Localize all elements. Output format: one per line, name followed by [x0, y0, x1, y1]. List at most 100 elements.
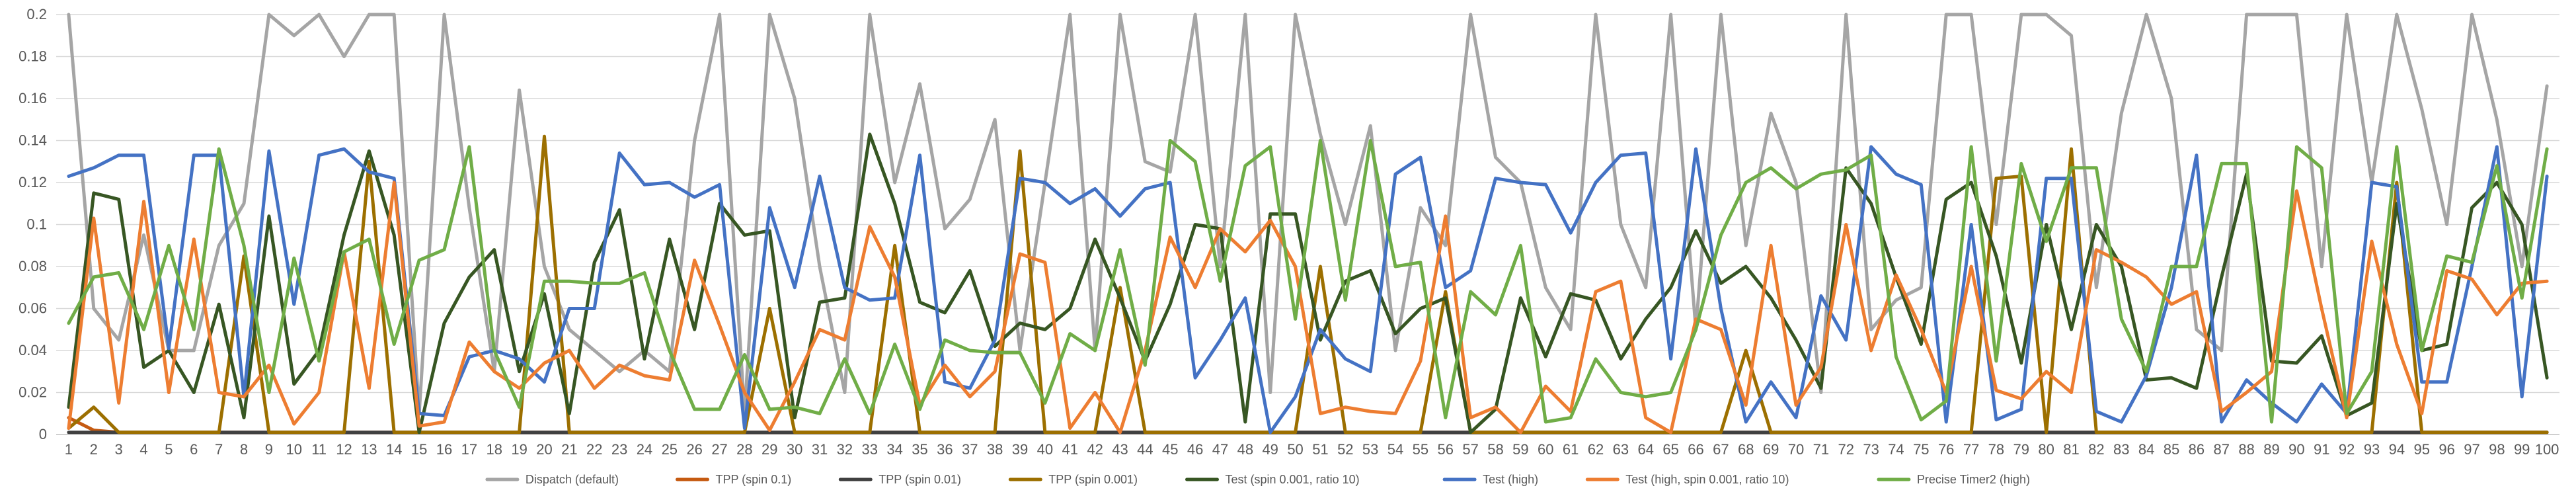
legend-item: Test (high, spin 0.001, ratio 10) [1585, 473, 1789, 486]
x-tick-label: 73 [1863, 441, 1879, 458]
x-tick-label: 94 [2389, 441, 2405, 458]
x-tick-label: 92 [2339, 441, 2355, 458]
legend-item: Test (high) [1442, 473, 1538, 486]
x-tick-label: 12 [336, 441, 352, 458]
x-tick-label: 39 [1012, 441, 1028, 458]
x-tick-label: 46 [1187, 441, 1203, 458]
x-tick-label: 99 [2514, 441, 2530, 458]
legend-label: Test (spin 0.001, ratio 10) [1226, 473, 1360, 486]
x-tick-label: 48 [1237, 441, 1253, 458]
y-tick-label: 0.18 [19, 48, 47, 65]
x-tick-label: 61 [1563, 441, 1579, 458]
series-line-8 [67, 139, 2549, 424]
x-tick-label: 83 [2113, 441, 2129, 458]
x-tick-label: 98 [2489, 441, 2505, 458]
x-tick-label: 90 [2288, 441, 2304, 458]
x-tick-label: 27 [711, 441, 727, 458]
y-tick-label: 0.14 [19, 132, 47, 149]
series-line-1 [67, 13, 2549, 415]
x-tick-label: 49 [1262, 441, 1278, 458]
x-tick-label: 51 [1312, 441, 1328, 458]
y-tick-label: 0.16 [19, 90, 47, 106]
y-tick-label: 0.02 [19, 384, 47, 401]
legend-item: Test (spin 0.001, ratio 10) [1185, 473, 1360, 486]
x-tick-label: 55 [1413, 441, 1428, 458]
x-tick-label: 47 [1212, 441, 1228, 458]
y-tick-label: 0.1 [26, 216, 47, 233]
y-tick-label: 0 [39, 426, 47, 442]
x-tick-label: 22 [586, 441, 602, 458]
legend-item: TPP (spin 0.01) [838, 473, 961, 486]
x-tick-label: 34 [886, 441, 902, 458]
x-tick-label: 38 [987, 441, 1003, 458]
x-tick-label: 15 [411, 441, 427, 458]
x-tick-label: 45 [1162, 441, 1178, 458]
y-tick-label: 0.04 [19, 342, 47, 358]
x-tick-label: 4 [139, 441, 147, 458]
y-tick-label: 0.08 [19, 258, 47, 274]
x-tick-label: 30 [787, 441, 802, 458]
x-tick-label: 9 [265, 441, 273, 458]
x-tick-label: 70 [1788, 441, 1804, 458]
x-tick-label: 68 [1738, 441, 1754, 458]
x-tick-label: 66 [1688, 441, 1703, 458]
legend-label: TPP (spin 0.001) [1048, 473, 1138, 486]
legend-label: Test (high, spin 0.001, ratio 10) [1625, 473, 1789, 486]
x-tick-label: 84 [2138, 441, 2154, 458]
x-tick-label: 57 [1462, 441, 1478, 458]
x-tick-label: 43 [1112, 441, 1128, 458]
x-tick-label: 88 [2238, 441, 2254, 458]
x-tick-label: 78 [1988, 441, 2004, 458]
x-tick-label: 74 [1888, 441, 1904, 458]
x-tick-label: 33 [862, 441, 878, 458]
x-tick-label: 67 [1713, 441, 1729, 458]
x-tick-label: 41 [1062, 441, 1077, 458]
x-tick-label: 65 [1662, 441, 1678, 458]
x-tick-label: 62 [1588, 441, 1604, 458]
series-lines [67, 13, 2549, 434]
x-tick-label: 14 [386, 441, 402, 458]
x-tick-label: 56 [1438, 441, 1454, 458]
x-tick-label: 44 [1137, 441, 1153, 458]
x-tick-label: 18 [486, 441, 502, 458]
x-tick-label: 64 [1638, 441, 1654, 458]
x-tick-label: 93 [2364, 441, 2380, 458]
x-tick-label: 80 [2038, 441, 2054, 458]
legend-label: Precise Timer2 (high) [1917, 473, 2030, 486]
x-tick-label: 87 [2214, 441, 2230, 458]
x-tick-label: 24 [637, 441, 652, 458]
x-tick-label: 58 [1487, 441, 1503, 458]
x-tick-label: 81 [2063, 441, 2079, 458]
x-tick-label: 36 [937, 441, 953, 458]
x-tick-label: 8 [240, 441, 248, 458]
x-tick-label: 26 [686, 441, 702, 458]
x-tick-label: 96 [2439, 441, 2454, 458]
legend-label: Dispatch (default) [526, 473, 619, 486]
x-tick-label: 10 [286, 441, 302, 458]
x-tick-label: 25 [662, 441, 678, 458]
x-tick-label: 82 [2088, 441, 2104, 458]
x-tick-label: 52 [1337, 441, 1353, 458]
legend-item: TPP (spin 0.1) [676, 473, 791, 486]
x-tick-label: 31 [812, 441, 828, 458]
x-tick-label: 97 [2464, 441, 2479, 458]
x-tick-label: 91 [2314, 441, 2329, 458]
x-tick-label: 29 [761, 441, 777, 458]
x-tick-label: 72 [1838, 441, 1854, 458]
y-tick-label: 0.12 [19, 174, 47, 190]
legend-item: TPP (spin 0.001) [1008, 473, 1138, 486]
x-tick-label: 2 [90, 441, 98, 458]
x-tick-label: 86 [2189, 441, 2205, 458]
x-tick-label: 42 [1087, 441, 1103, 458]
x-tick-label: 63 [1613, 441, 1629, 458]
x-tick-label: 35 [912, 441, 927, 458]
x-tick-label: 20 [536, 441, 552, 458]
y-tick-label: 0.06 [19, 300, 47, 317]
x-axis-tick-labels: 1 2 3 4 5 6 7 8 9 10 11 12 13 14 15 16 17 18 19 20 21 22 23 24 2… [65, 441, 2559, 458]
series-line-7 [67, 181, 2549, 434]
series-line-6 [67, 145, 2549, 434]
y-tick-label: 0.2 [26, 6, 47, 22]
x-tick-label: 6 [190, 441, 198, 458]
x-tick-label: 79 [2013, 441, 2029, 458]
